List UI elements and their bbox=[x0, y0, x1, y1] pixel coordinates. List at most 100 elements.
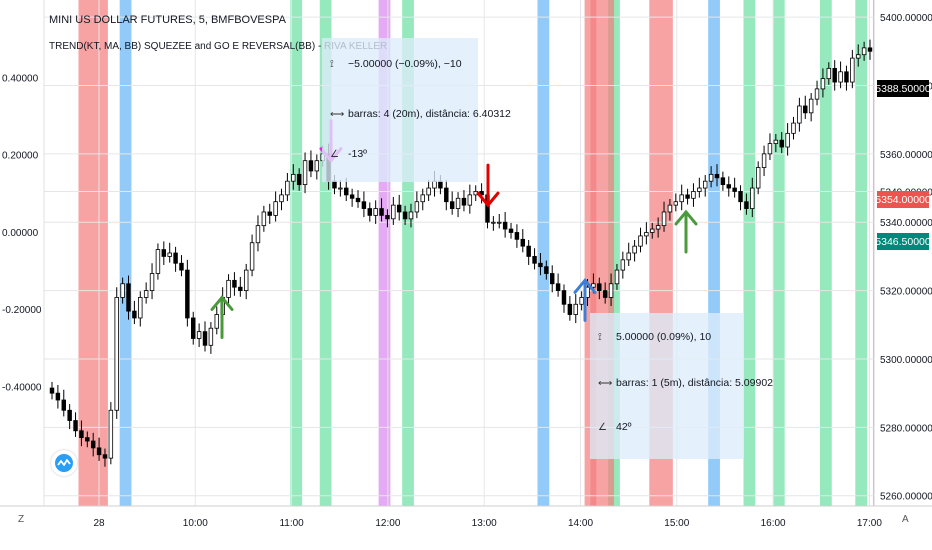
candle-body-39 bbox=[279, 194, 284, 203]
candle-body-14 bbox=[132, 310, 137, 319]
candle-body-82 bbox=[532, 256, 537, 264]
candle-body-43 bbox=[302, 160, 308, 186]
candle-body-22 bbox=[179, 262, 184, 271]
candle-body-27 bbox=[208, 327, 214, 346]
left-tick-label: -0.20000 bbox=[2, 305, 42, 316]
price-range-icon: ⟟ bbox=[330, 58, 334, 70]
candle-body-96 bbox=[614, 269, 620, 285]
signal-zone-1 bbox=[119, 0, 132, 506]
candle-body-106 bbox=[673, 201, 679, 206]
candle-body-28 bbox=[214, 314, 220, 329]
candle-body-49 bbox=[338, 187, 343, 190]
candle-body-15 bbox=[138, 297, 143, 319]
candle-body-2 bbox=[61, 399, 66, 411]
price-range-icon: ⟟ bbox=[598, 331, 602, 343]
candle-body-80 bbox=[520, 238, 526, 247]
signal-zone-0 bbox=[78, 0, 108, 506]
chart-title: MINI US DOLLAR FUTURES, 5, BMFBOVESPA bbox=[49, 14, 286, 26]
candle-body-1 bbox=[55, 392, 61, 401]
candle-body-85 bbox=[549, 273, 555, 285]
candle-body-101 bbox=[644, 232, 649, 237]
candle-body-42 bbox=[296, 173, 302, 186]
signal-arrow-0 bbox=[210, 295, 234, 339]
candle-body-134 bbox=[838, 71, 843, 83]
bar-range-icon: ⟷ bbox=[598, 377, 613, 389]
tooltip-1-price: −5.00000 (−0.09%), −10 bbox=[348, 58, 462, 70]
price-tag-lower: 5346.50000 bbox=[875, 233, 931, 250]
candle-body-71 bbox=[467, 194, 473, 206]
measure-tooltip-1: ⟟ −5.00000 (−0.09%), −10 ⟷ barras: 4 (20m)… bbox=[322, 38, 511, 182]
candle-body-114 bbox=[720, 177, 726, 186]
candle-body-75 bbox=[491, 221, 496, 224]
candle-body-20 bbox=[167, 252, 172, 257]
candle-body-89 bbox=[573, 303, 578, 315]
candle-body-90 bbox=[579, 297, 584, 305]
candle-body-56 bbox=[379, 208, 384, 216]
candle-body-8 bbox=[96, 447, 102, 456]
candle-body-65 bbox=[432, 180, 437, 189]
right-tick-label: 5360.00000 bbox=[880, 150, 932, 161]
candle-body-64 bbox=[426, 187, 431, 196]
candle-body-21 bbox=[173, 252, 178, 264]
candle-body-115 bbox=[726, 184, 731, 189]
candle-body-122 bbox=[767, 143, 773, 155]
candle-body-11 bbox=[114, 297, 119, 411]
candle-body-107 bbox=[679, 194, 684, 203]
candle-body-136 bbox=[850, 57, 855, 83]
x-tick-label: 10:00 bbox=[183, 518, 208, 529]
bar-range-icon: ⟷ bbox=[330, 108, 345, 120]
left-tick-label: 0.40000 bbox=[2, 73, 39, 84]
indicator-legend: TREND(KT, MA, BB) SQUEZEE and GO E REVER… bbox=[49, 41, 388, 52]
candle-body-104 bbox=[661, 211, 667, 227]
candle-body-48 bbox=[332, 180, 337, 189]
candle-body-62 bbox=[414, 201, 420, 213]
candle-body-59 bbox=[396, 204, 402, 213]
candle-body-7 bbox=[90, 440, 96, 449]
candle-body-87 bbox=[561, 290, 567, 305]
signal-arrow-4 bbox=[674, 209, 698, 254]
candle-body-19 bbox=[161, 249, 167, 257]
tooltip-2-bars: barras: 1 (5m), distância: 5.09902 bbox=[616, 377, 773, 389]
candle-body-121 bbox=[761, 153, 767, 168]
candle-body-32 bbox=[238, 286, 243, 292]
candle-body-37 bbox=[267, 211, 272, 216]
candle-body-6 bbox=[85, 437, 90, 442]
candle-body-99 bbox=[632, 245, 637, 254]
signal-zone-13 bbox=[819, 0, 832, 506]
candle-body-63 bbox=[420, 194, 425, 203]
candle-body-100 bbox=[638, 235, 643, 247]
candle-body-4 bbox=[73, 420, 78, 432]
candle-body-103 bbox=[655, 225, 661, 230]
candle-body-5 bbox=[79, 430, 84, 439]
left-tick-label: 0.20000 bbox=[2, 151, 39, 162]
angle-icon: ∠ bbox=[330, 148, 339, 160]
right-tick-label: 5320.00000 bbox=[880, 287, 932, 298]
signal-zone-10 bbox=[708, 0, 720, 506]
candle-body-17 bbox=[149, 273, 155, 292]
candle-body-97 bbox=[620, 259, 626, 271]
candle-body-61 bbox=[408, 211, 414, 220]
x-tick-label: 16:00 bbox=[761, 518, 786, 529]
candle-body-129 bbox=[808, 98, 814, 114]
candle-body-124 bbox=[779, 139, 784, 148]
signal-zone-6 bbox=[537, 0, 550, 506]
candle-body-125 bbox=[785, 132, 790, 148]
chart-logo-icon bbox=[55, 454, 73, 472]
right-tick-label: 5340.00000 bbox=[880, 218, 932, 229]
price-tag-upper: 5354.00000 bbox=[875, 191, 931, 208]
auto-scale-button[interactable]: A bbox=[902, 514, 909, 525]
tooltip-1-angle: -13º bbox=[348, 148, 368, 160]
x-tick-label: 12:00 bbox=[375, 518, 400, 529]
candle-body-26 bbox=[202, 331, 208, 346]
candle-body-79 bbox=[514, 232, 520, 240]
candle-body-83 bbox=[538, 262, 543, 268]
candle-body-30 bbox=[226, 279, 231, 298]
candle-body-76 bbox=[497, 221, 502, 224]
candle-body-84 bbox=[544, 266, 549, 274]
candle-body-31 bbox=[232, 279, 237, 288]
candle-body-111 bbox=[702, 180, 708, 189]
candle-body-52 bbox=[355, 197, 361, 203]
zoom-button[interactable]: Z bbox=[18, 514, 25, 525]
x-tick-label: 15:00 bbox=[664, 518, 689, 529]
